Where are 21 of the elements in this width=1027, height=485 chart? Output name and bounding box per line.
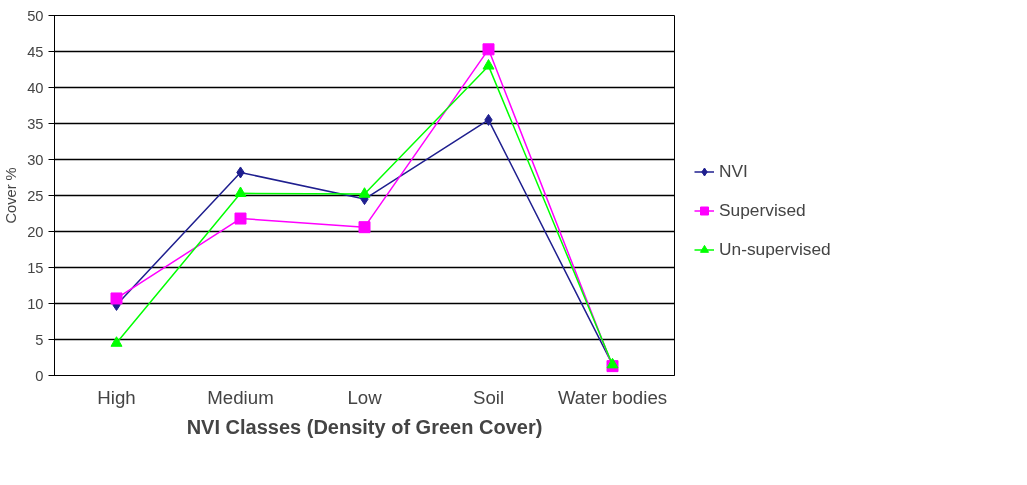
legend-label: Supervised [719, 199, 806, 221]
y-tick-label: 20 [27, 223, 44, 240]
x-axis-title: NVI Classes (Density of Green Cover) [186, 415, 543, 438]
legend-label: Un-supervised [719, 238, 831, 260]
x-tick-label: Low [347, 386, 383, 408]
y-tick-label: 15 [27, 259, 44, 276]
y-tick-label: 45 [27, 43, 44, 60]
y-tick-label: 40 [27, 79, 44, 96]
y-tick-label: 0 [35, 367, 44, 384]
y-tick-label: 25 [27, 187, 44, 204]
y-tick-label: 10 [27, 295, 44, 312]
y-tick-label: 50 [27, 7, 44, 24]
y-tick-label: 35 [27, 115, 44, 132]
y-tick-label: 5 [35, 331, 44, 348]
x-tick-label: Soil [472, 386, 505, 408]
y-tick-label: 30 [27, 151, 44, 168]
y-axis-title: Cover % [3, 167, 20, 224]
x-tick-label: Medium [207, 386, 274, 408]
x-tick-label: Water bodies [557, 386, 668, 408]
x-tick-label: High [97, 386, 136, 408]
legend-label: NVI [719, 160, 748, 182]
